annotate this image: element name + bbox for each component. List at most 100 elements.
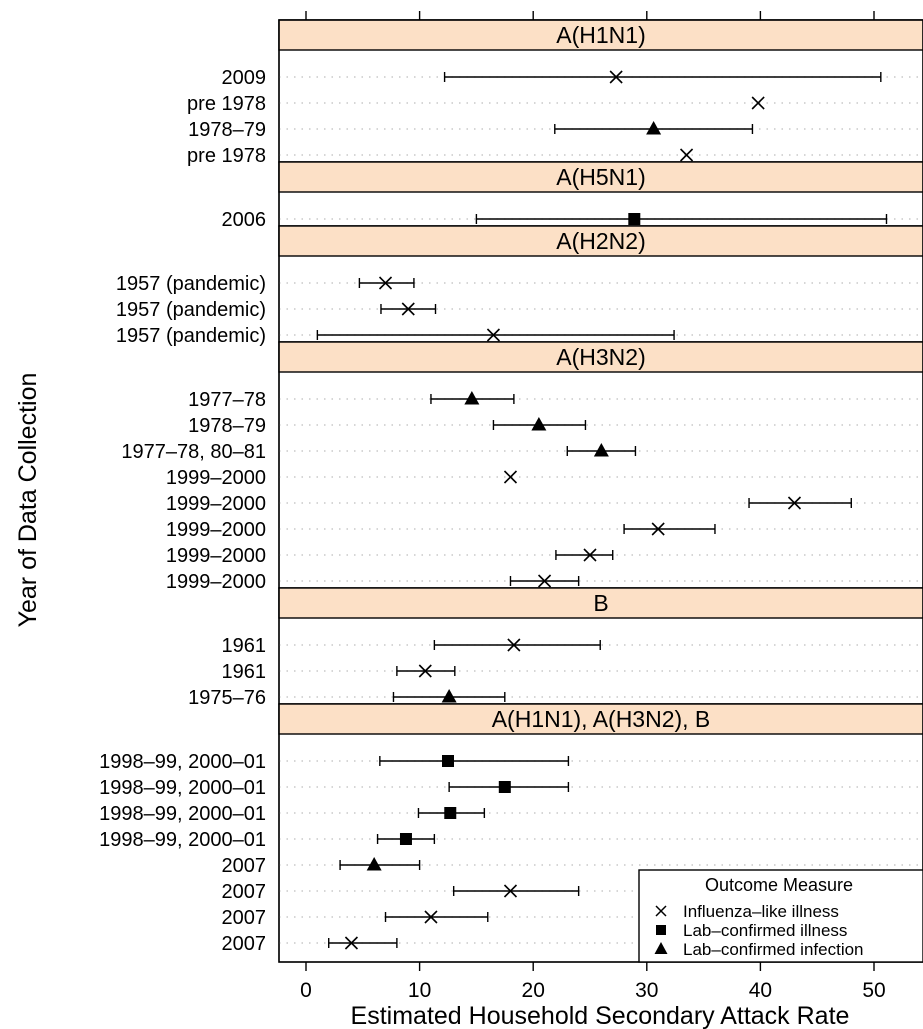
marker-cross bbox=[507, 638, 521, 652]
panel-title: B bbox=[593, 590, 608, 616]
legend-triangle-icon bbox=[654, 942, 668, 954]
marker-square bbox=[498, 781, 511, 793]
forest-row: 1978–79 bbox=[188, 119, 923, 141]
row-label: 2007 bbox=[222, 933, 267, 955]
row-label: 1999–2000 bbox=[166, 571, 266, 593]
row-label: 1977–78 bbox=[188, 389, 266, 411]
row-label: 1998–99, 2000–01 bbox=[99, 751, 266, 773]
plot-frame bbox=[278, 19, 923, 963]
panel-title: A(H1N1) bbox=[556, 22, 645, 48]
marker-cross bbox=[503, 470, 518, 484]
marker-cross bbox=[344, 936, 359, 950]
marker-triangle bbox=[366, 857, 382, 871]
row-label: 1957 (pandemic) bbox=[116, 325, 266, 347]
marker-cross bbox=[679, 148, 694, 162]
row-label: pre 1978 bbox=[187, 93, 266, 115]
x-axis-title: Estimated Household Secondary Attack Rat… bbox=[351, 1002, 850, 1029]
row-label: 1999–2000 bbox=[166, 493, 266, 515]
forest-row: 2006 bbox=[222, 209, 923, 231]
x-tick-label: 50 bbox=[862, 979, 885, 1002]
x-tick-label: 30 bbox=[635, 979, 658, 1002]
marker-cross bbox=[583, 548, 597, 562]
forest-row: 1999–2000 bbox=[166, 467, 923, 489]
legend-entry: Influenza–like illness bbox=[655, 902, 839, 921]
forest-row: 1978–79 bbox=[188, 415, 923, 437]
forest-row: 1998–99, 2000–01 bbox=[99, 803, 923, 825]
panel-title: A(H5N1) bbox=[556, 164, 645, 190]
forest-row: 1998–99, 2000–01 bbox=[99, 751, 923, 773]
forest-row: pre 1978 bbox=[187, 145, 923, 167]
marker-cross bbox=[503, 884, 518, 898]
row-label: 2006 bbox=[222, 209, 267, 231]
marker-square bbox=[442, 755, 454, 767]
marker-triangle bbox=[593, 443, 609, 457]
row-label: 1978–79 bbox=[188, 415, 266, 437]
marker-cross bbox=[401, 302, 415, 316]
panel-frame bbox=[278, 341, 923, 589]
row-label: 1961 bbox=[222, 635, 267, 657]
forest-row: 1977–78, 80–81 bbox=[121, 441, 923, 463]
marker-cross bbox=[651, 522, 665, 536]
row-label: 2007 bbox=[222, 855, 267, 877]
marker-cross bbox=[424, 910, 438, 924]
legend-label: Influenza–like illness bbox=[683, 902, 839, 921]
panel-4: B 1961 1961 1975–76 bbox=[188, 587, 923, 709]
x-tick-label: 10 bbox=[408, 979, 431, 1002]
row-label: 2007 bbox=[222, 907, 267, 929]
y-axis-title: Year of Data Collection bbox=[14, 373, 42, 628]
forest-row: 1999–2000 bbox=[166, 519, 923, 541]
panel-0: A(H1N1) 2009 pre 1978 1978–79 pre 1978 bbox=[187, 19, 923, 167]
row-label: 1998–99, 2000–01 bbox=[99, 777, 266, 799]
panel-1: A(H5N1) 2006 bbox=[222, 161, 923, 231]
forest-row: 1961 bbox=[222, 635, 923, 657]
legend-cross-icon bbox=[655, 905, 667, 917]
forest-row: 1998–99, 2000–01 bbox=[99, 777, 923, 799]
marker-cross bbox=[609, 70, 623, 84]
legend-label: Lab–confirmed infection bbox=[683, 940, 864, 959]
panel-2: A(H2N2) 1957 (pandemic) 1957 (pandemic) 195… bbox=[116, 225, 923, 347]
marker-square bbox=[628, 213, 641, 225]
row-label: 1999–2000 bbox=[166, 519, 266, 541]
forest-row: 1957 (pandemic) bbox=[116, 299, 923, 321]
forest-row: pre 1978 bbox=[187, 93, 923, 115]
row-label: 1961 bbox=[222, 661, 267, 683]
forest-row: 1957 (pandemic) bbox=[116, 273, 923, 295]
marker-cross bbox=[751, 96, 765, 110]
forest-row: 2007 bbox=[222, 855, 923, 877]
forest-row: 1961 bbox=[222, 661, 923, 683]
x-axis: 0 10 20 30 40 50 bbox=[300, 11, 886, 1002]
row-label: 1977–78, 80–81 bbox=[121, 441, 266, 463]
forest-row: 1977–78 bbox=[188, 389, 923, 411]
marker-triangle bbox=[531, 417, 547, 431]
row-label: 1998–99, 2000–01 bbox=[99, 803, 266, 825]
row-label: 1975–76 bbox=[188, 687, 266, 709]
forest-row: 2007 bbox=[222, 881, 923, 903]
x-tick-label: 20 bbox=[522, 979, 545, 1002]
forest-row: 2007 bbox=[222, 933, 923, 955]
panel-strip bbox=[278, 703, 923, 735]
panel-title: A(H2N2) bbox=[556, 228, 645, 254]
forest-row: 1999–2000 bbox=[166, 493, 923, 515]
forest-row: 1999–2000 bbox=[166, 571, 923, 593]
marker-cross bbox=[378, 276, 393, 290]
row-label: 1999–2000 bbox=[166, 545, 266, 567]
panel-title: A(H1N1), A(H3N2), B bbox=[492, 706, 711, 732]
legend-entry: Lab–confirmed illness bbox=[656, 921, 847, 940]
row-label: 1957 (pandemic) bbox=[116, 273, 266, 295]
forest-row: 1957 (pandemic) bbox=[116, 325, 923, 347]
marker-cross bbox=[418, 664, 432, 678]
x-tick-label: 0 bbox=[300, 979, 312, 1002]
row-label: 2007 bbox=[222, 881, 267, 903]
marker-square bbox=[399, 833, 412, 845]
forest-row: 1999–2000 bbox=[166, 545, 923, 567]
legend-title: Outcome Measure bbox=[705, 875, 853, 895]
legend-entry: Lab–confirmed infection bbox=[654, 940, 864, 959]
marker-cross bbox=[787, 496, 802, 510]
marker-cross bbox=[537, 574, 552, 588]
marker-square bbox=[444, 807, 457, 819]
row-label: 2009 bbox=[222, 67, 267, 89]
panel-5: A(H1N1), A(H3N2), B 1998–99, 2000–01 1998–… bbox=[99, 703, 923, 963]
